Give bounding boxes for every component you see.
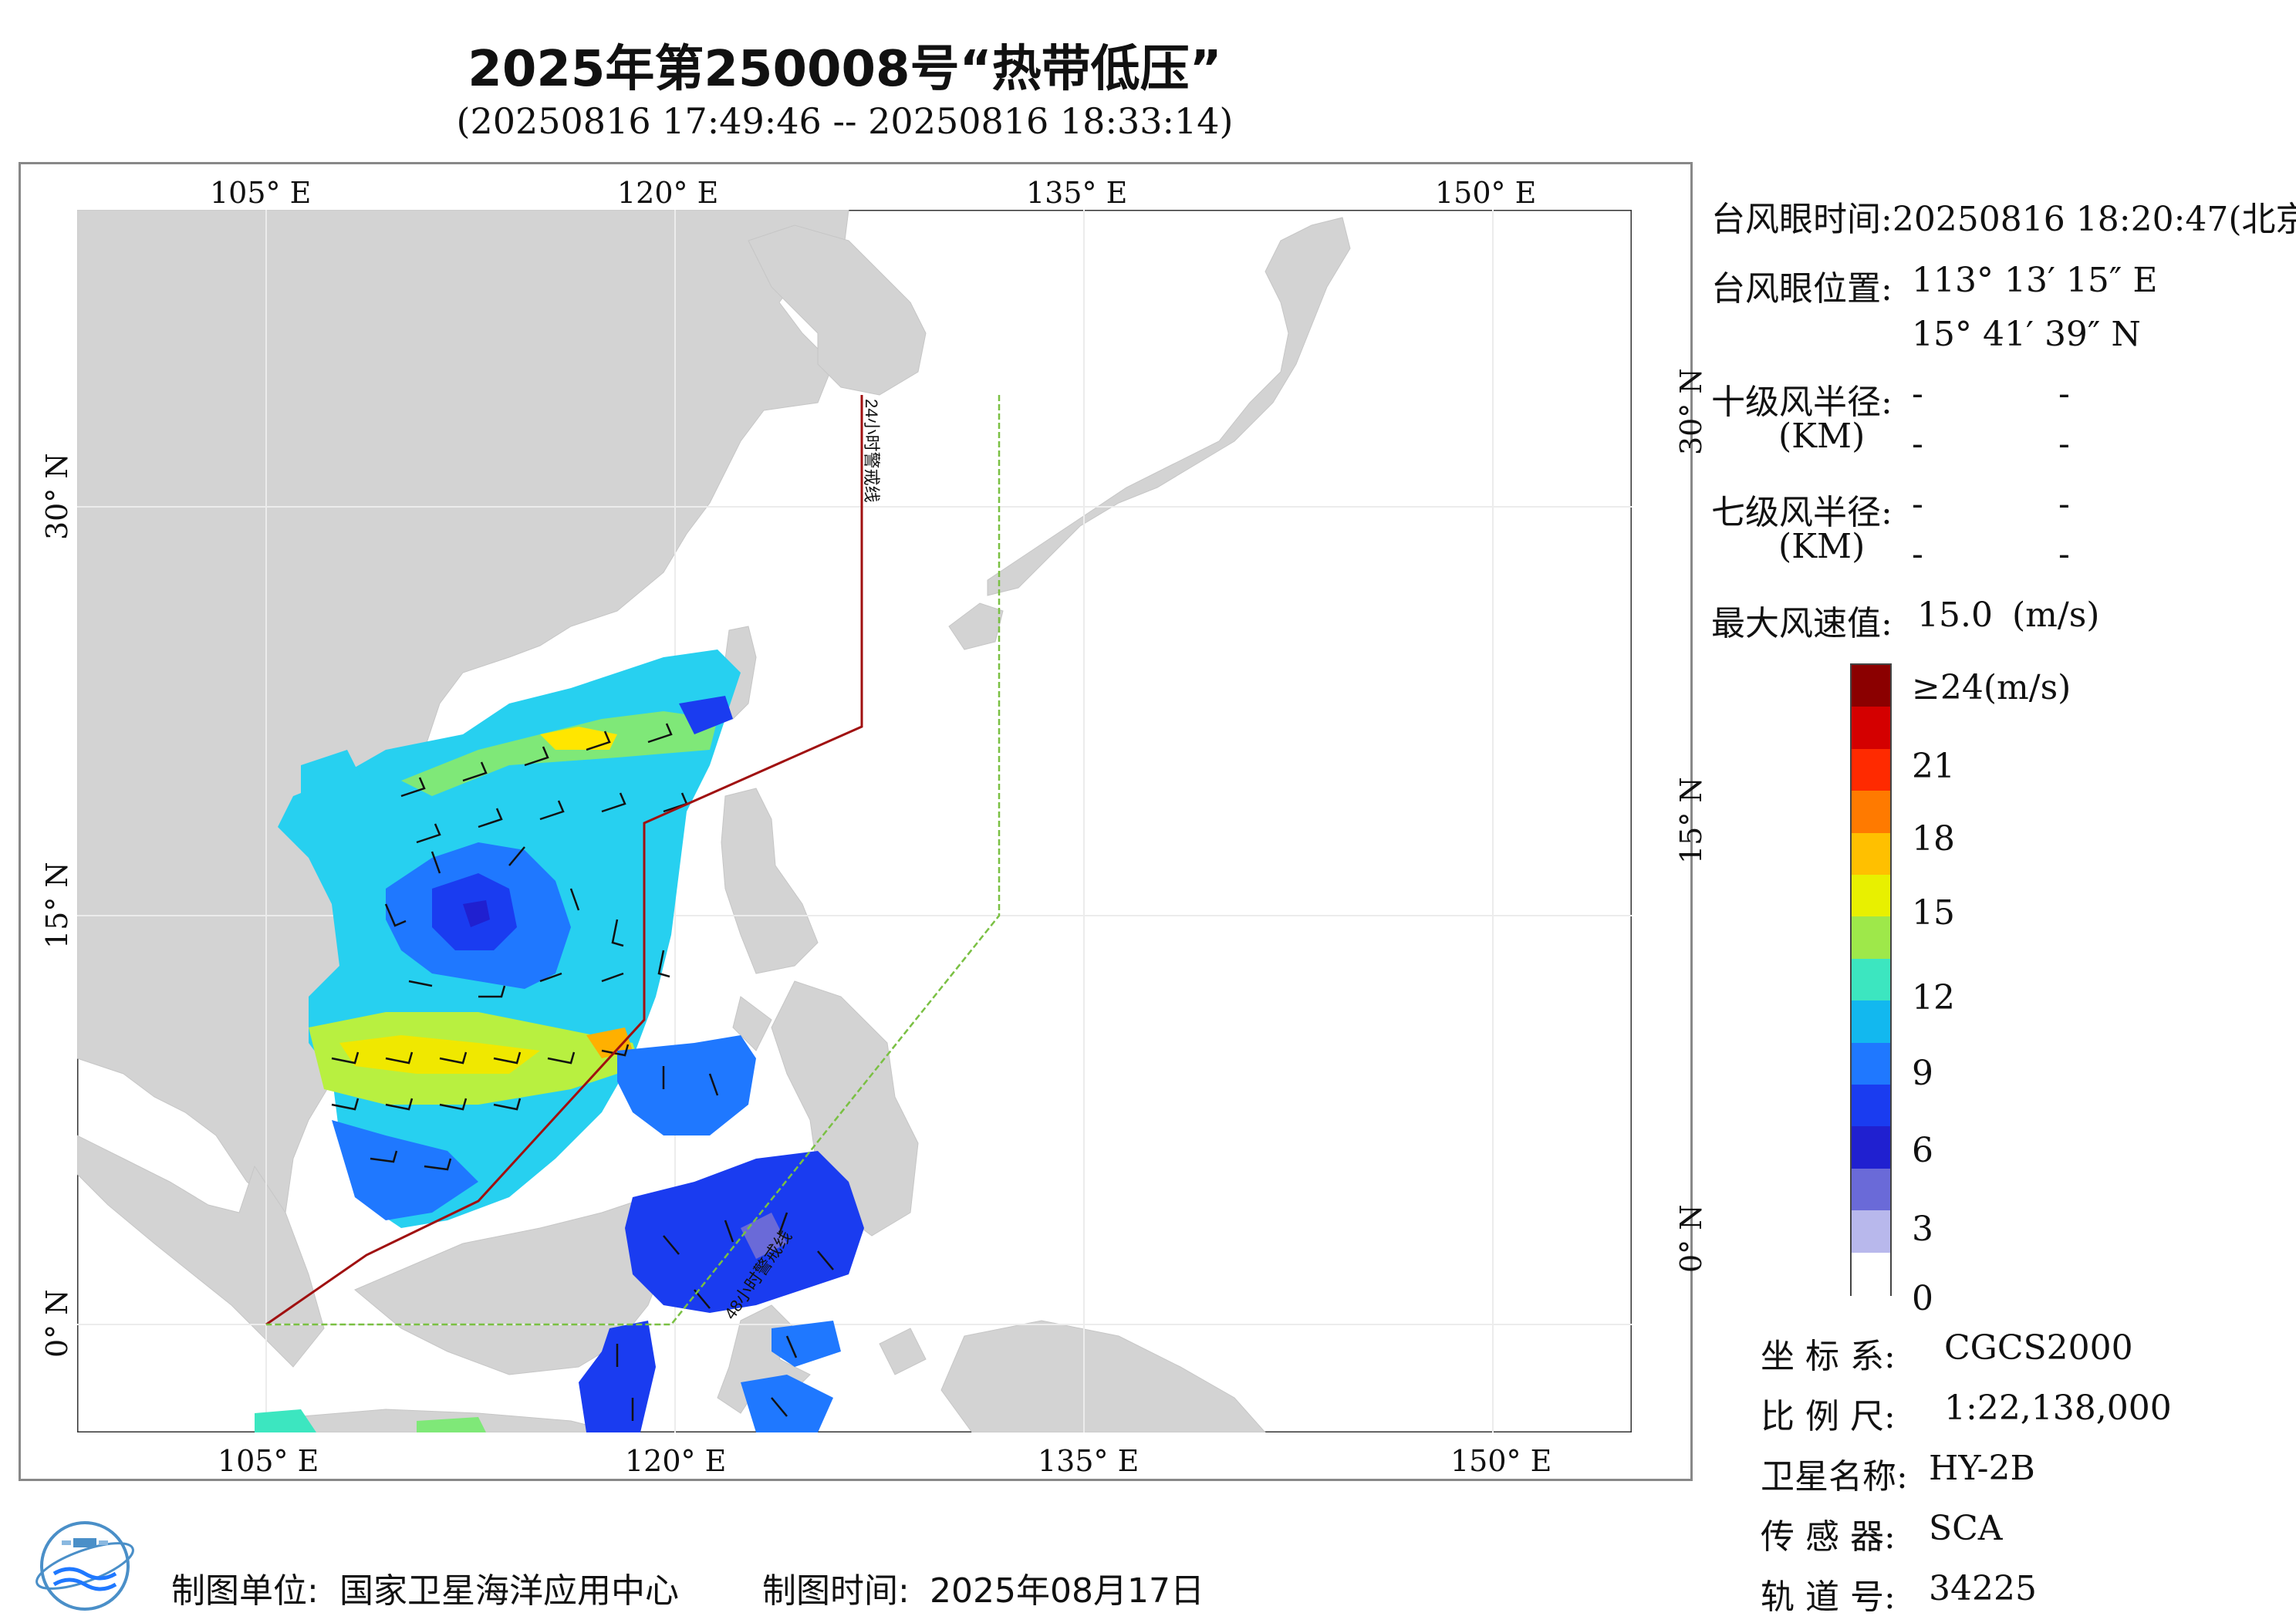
colorbar-label-6: 6 xyxy=(1912,1131,1933,1170)
r7-km-label: (KM) xyxy=(1778,527,1866,566)
colorbar-segment xyxy=(1852,1168,1890,1212)
warning-line-48h xyxy=(266,395,1001,1326)
colorbar-segment xyxy=(1852,791,1890,835)
colorbar-segment xyxy=(1852,1084,1890,1129)
production-time-label: 制图时间: xyxy=(762,1571,910,1611)
lat-label-right-15: 15° N xyxy=(1674,777,1708,864)
r7-value-4: - xyxy=(2058,535,2070,574)
r10-value-4: - xyxy=(2058,424,2070,464)
max-wind-value: 15.0 xyxy=(1917,596,1993,635)
satellite-value: HY-2B xyxy=(1929,1449,2035,1488)
colorbar-segment xyxy=(1852,748,1890,792)
orbit-value: 34225 xyxy=(1929,1569,2037,1608)
lat-label-left-15: 15° N xyxy=(40,862,74,949)
max-wind-unit: (m/s) xyxy=(2012,596,2100,635)
colorbar-label-18: 18 xyxy=(1912,819,1955,859)
scale-value: 1:22,138,000 xyxy=(1944,1388,2172,1428)
lon-label-top-105: 105° E xyxy=(210,176,312,210)
colorbar-label-9: 9 xyxy=(1912,1054,1933,1093)
map-frame xyxy=(19,162,1693,1481)
sensor-label: 传 感 器: xyxy=(1761,1517,1896,1557)
colorbar-label-21: 21 xyxy=(1912,747,1955,786)
coord-system-label: 坐 标 系: xyxy=(1761,1337,1896,1376)
scale-label: 比 例 尺: xyxy=(1761,1397,1896,1436)
colorbar-label-24: ≥24(m/s) xyxy=(1912,668,2071,707)
colorbar-label-0: 0 xyxy=(1912,1279,1933,1318)
warning-line-24h xyxy=(265,395,863,1326)
lon-label-bottom-105: 105° E xyxy=(218,1444,319,1478)
satellite-label: 卫星名称: xyxy=(1761,1457,1908,1496)
r7-value-2: - xyxy=(2058,484,2070,524)
colorbar-segment xyxy=(1852,707,1890,751)
colorbar-segment xyxy=(1852,916,1890,960)
orbit-label: 轨 道 号: xyxy=(1761,1577,1896,1617)
lat-label-left-30: 30° N xyxy=(40,453,74,540)
colorbar-segment xyxy=(1852,1000,1890,1044)
colorbar-segment xyxy=(1852,1126,1890,1170)
r10-value-1: - xyxy=(1912,374,1923,413)
lon-label-bottom-150: 150° E xyxy=(1450,1444,1552,1478)
eye-latitude: 15° 41′ 39″ N xyxy=(1912,315,2141,354)
colorbar-segment xyxy=(1852,958,1890,1002)
wind-speed-colorbar xyxy=(1850,663,1892,1296)
producer-label: 制图单位: xyxy=(171,1571,319,1611)
eye-time: 台风眼时间:20250816 18:20:47(北京时) xyxy=(1711,200,2296,239)
r10-label: 十级风半径: xyxy=(1711,383,1893,422)
map-subtitle: (20250816 17:49:46 -- 20250816 18:33:14) xyxy=(456,100,1234,142)
colorbar-segment xyxy=(1852,1210,1890,1254)
lon-label-top-120: 120° E xyxy=(617,176,719,210)
map-title: 2025年第250008号“热带低压” xyxy=(468,41,1222,98)
eye-position-label: 台风眼位置: xyxy=(1711,269,1893,309)
coord-system-value: CGCS2000 xyxy=(1944,1328,2133,1368)
r10-value-3: - xyxy=(1912,424,1923,464)
lon-label-bottom-135: 135° E xyxy=(1038,1444,1140,1478)
colorbar-segment xyxy=(1852,874,1890,919)
wind-field-map: 24小时警戒线 48小时警戒线 xyxy=(77,210,1632,1432)
max-wind-label: 最大风速值: xyxy=(1711,604,1893,643)
lon-label-bottom-120: 120° E xyxy=(625,1444,727,1478)
r7-value-3: - xyxy=(1912,535,1923,574)
r10-km-label: (KM) xyxy=(1778,417,1866,456)
nsoas-logo-icon xyxy=(35,1521,134,1611)
colorbar-segment xyxy=(1852,665,1890,709)
colorbar-segment xyxy=(1852,1042,1890,1086)
colorbar-label-3: 3 xyxy=(1912,1210,1933,1249)
sensor-value: SCA xyxy=(1929,1509,2003,1548)
lon-label-top-150: 150° E xyxy=(1435,176,1537,210)
colorbar-label-15: 15 xyxy=(1912,893,1955,933)
r7-label: 七级风半径: xyxy=(1711,493,1893,532)
lat-label-right-0: 0° N xyxy=(1674,1204,1708,1273)
wind-barbs xyxy=(331,723,834,1421)
lon-label-top-135: 135° E xyxy=(1026,176,1128,210)
wind-speed-field xyxy=(255,650,864,1432)
producer-value: 国家卫星海洋应用中心 xyxy=(339,1571,679,1611)
r7-value-1: - xyxy=(1912,484,1923,524)
colorbar-segment xyxy=(1852,1252,1890,1296)
colorbar-segment xyxy=(1852,832,1890,876)
production-time-value: 2025年08月17日 xyxy=(930,1571,1204,1611)
eye-longitude: 113° 13′ 15″ E xyxy=(1912,261,2158,300)
colorbar-label-12: 12 xyxy=(1912,978,1955,1017)
warning-line-24h-label: 24小时警戒线 xyxy=(862,399,881,502)
r10-value-2: - xyxy=(2058,374,2070,413)
lat-label-right-30: 30° N xyxy=(1674,368,1708,455)
lat-label-left-0: 0° N xyxy=(40,1289,74,1358)
